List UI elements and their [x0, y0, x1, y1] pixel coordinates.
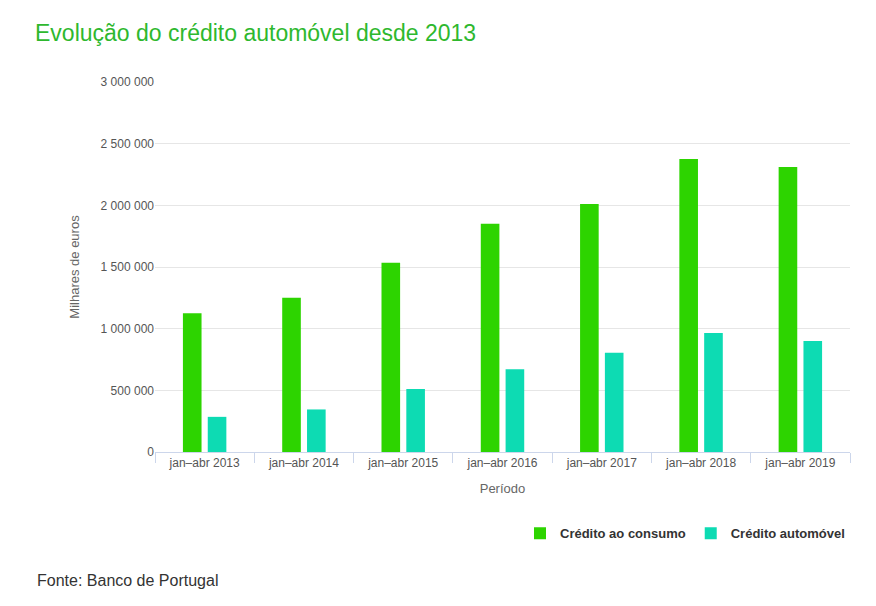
svg-text:Crédito automóvel: Crédito automóvel — [731, 526, 845, 541]
svg-text:500 000: 500 000 — [111, 384, 155, 398]
svg-text:Fonte: Banco de Portugal: Fonte: Banco de Portugal — [37, 572, 218, 589]
svg-text:jan–abr 2018: jan–abr 2018 — [665, 456, 736, 470]
svg-text:Crédito ao consumo: Crédito ao consumo — [560, 526, 686, 541]
svg-text:Período: Período — [480, 481, 526, 496]
svg-text:jan–abr 2017: jan–abr 2017 — [566, 456, 637, 470]
svg-text:Milhares de euros: Milhares de euros — [67, 215, 82, 319]
svg-text:jan–abr 2015: jan–abr 2015 — [367, 456, 438, 470]
svg-text:3 000 000: 3 000 000 — [101, 75, 155, 89]
svg-text:1 000 000: 1 000 000 — [101, 322, 155, 336]
svg-text:0: 0 — [147, 445, 154, 459]
svg-text:jan–abr 2019: jan–abr 2019 — [764, 456, 835, 470]
svg-text:jan–abr 2016: jan–abr 2016 — [466, 456, 537, 470]
svg-text:Evolução do crédito automóvel: Evolução do crédito automóvel desde 2013 — [35, 20, 476, 46]
svg-text:jan–abr 2013: jan–abr 2013 — [169, 456, 240, 470]
svg-text:1 500 000: 1 500 000 — [101, 260, 155, 274]
svg-text:2 000 000: 2 000 000 — [101, 199, 155, 213]
svg-text:2 500 000: 2 500 000 — [101, 137, 155, 151]
svg-text:jan–abr 2014: jan–abr 2014 — [268, 456, 339, 470]
